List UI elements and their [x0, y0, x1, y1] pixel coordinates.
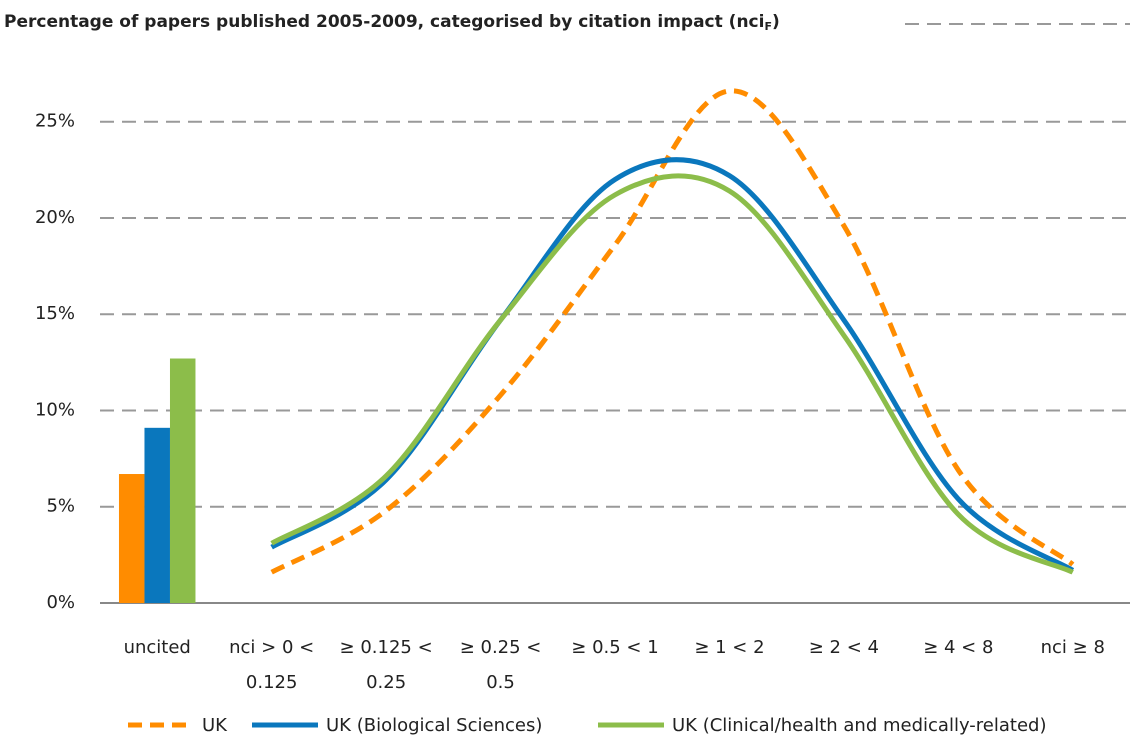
- bar: [118, 474, 145, 603]
- x-tick-label: ≥ 0.25 < 0.5: [459, 637, 542, 693]
- legend-label: UK (Biological Sciences): [326, 715, 542, 736]
- x-tick-label: ≥ 2 < 4: [808, 637, 879, 658]
- x-tick-label: ≥ 0.125 < 0.25: [339, 637, 433, 693]
- x-tick-label: ≥ 0.5 < 1: [571, 637, 659, 658]
- legend-label: UK: [202, 715, 228, 736]
- title-subscript: F: [764, 20, 772, 33]
- bar: [144, 427, 170, 603]
- line: [270, 88, 1075, 575]
- legend-label: UK (Clinical/health and medically-relate…: [672, 715, 1046, 736]
- x-tick-label: uncited: [123, 637, 191, 658]
- y-tick-label: 10%: [35, 399, 75, 420]
- y-tick-label: 20%: [35, 207, 75, 228]
- x-tick-label: ≥ 4 < 8: [923, 637, 994, 658]
- x-tick-label: nci ≥ 8: [1040, 637, 1105, 658]
- title-text: Percentage of papers published 2005-2009…: [4, 12, 764, 32]
- bar: [169, 358, 196, 603]
- y-tick-label: 5%: [46, 496, 75, 517]
- y-tick-label: 15%: [35, 303, 75, 324]
- line: [270, 173, 1074, 575]
- x-tick-label: ≥ 1 < 2: [694, 637, 765, 658]
- y-tick-label: 25%: [35, 111, 75, 132]
- title-end: ): [772, 12, 780, 32]
- x-tick-label: nci > 0 < 0.125: [229, 637, 315, 693]
- chart-title: Percentage of papers published 2005-2009…: [4, 12, 780, 33]
- y-tick-label: 0%: [46, 592, 75, 613]
